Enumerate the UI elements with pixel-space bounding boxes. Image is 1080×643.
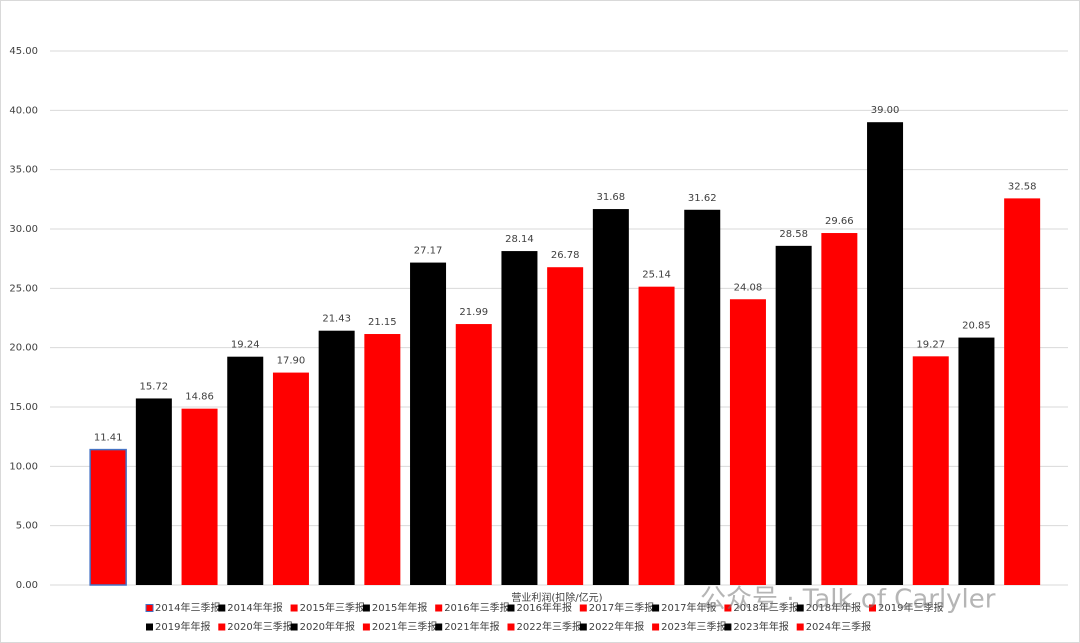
legend-label: 2017年三季报	[589, 601, 654, 614]
y-tick-label: 5.00	[16, 521, 38, 532]
watermark: 公众号 · Talk of Carlyler	[700, 585, 996, 615]
value-label: 27.17	[414, 246, 443, 257]
legend-swatch	[724, 604, 732, 612]
bar	[181, 408, 218, 585]
bar	[318, 330, 355, 585]
legend-swatch	[652, 604, 660, 612]
value-label: 28.14	[505, 234, 534, 245]
value-label: 24.08	[734, 282, 763, 293]
bar	[958, 337, 995, 585]
value-label: 31.62	[688, 193, 717, 204]
bar	[775, 245, 812, 586]
y-tick-label: 10.00	[9, 461, 38, 472]
value-label: 39.00	[871, 105, 900, 116]
value-label: 19.24	[231, 340, 260, 351]
legend-label: 2020年三季报	[227, 620, 292, 633]
legend-swatch	[145, 604, 154, 612]
legend-label: 2018年三季报	[733, 601, 798, 614]
legend-label: 2022年三季报	[517, 620, 582, 633]
value-label: 32.58	[1008, 181, 1037, 192]
value-label: 29.66	[825, 216, 854, 227]
legend-label: 2015年年报	[372, 601, 427, 614]
value-label: 31.68	[597, 192, 626, 203]
legend-label: 2023年年报	[733, 620, 788, 633]
legend-label: 2018年年报	[806, 601, 861, 614]
value-label: 11.41	[94, 433, 123, 444]
legend-label: 2022年年报	[589, 620, 644, 633]
value-label: 19.27	[916, 339, 945, 350]
legend-swatch	[290, 604, 298, 612]
legend-swatch	[507, 604, 515, 612]
bar	[867, 122, 904, 585]
legend-swatch	[146, 623, 153, 631]
legend-swatch	[362, 604, 370, 612]
y-tick-label: 15.00	[9, 402, 38, 413]
bar	[638, 286, 675, 585]
legend-swatch	[652, 623, 660, 631]
value-label: 25.14	[642, 270, 671, 281]
y-tick-label: 40.00	[9, 105, 38, 116]
y-tick-label: 45.00	[9, 46, 38, 57]
value-label: 21.99	[459, 307, 488, 318]
value-label: 15.72	[140, 381, 169, 392]
bar	[364, 334, 401, 585]
legend-label: 2017年年报	[661, 601, 716, 614]
bar	[729, 299, 766, 585]
legend-label: 2015年三季报	[300, 601, 365, 614]
legend-swatch	[724, 623, 732, 631]
legend-swatch	[362, 623, 370, 631]
legend-swatch	[435, 604, 443, 612]
y-tick-label: 35.00	[9, 165, 38, 176]
legend-label: 2020年年报	[300, 620, 355, 633]
y-tick-label: 0.00	[16, 580, 38, 591]
legend-label: 2021年三季报	[372, 620, 437, 633]
legend-swatch	[290, 623, 298, 631]
legend-swatch	[435, 623, 443, 631]
value-label: 28.58	[779, 229, 808, 240]
bar	[272, 372, 309, 585]
y-tick-label: 20.00	[9, 343, 38, 354]
legend-swatch	[579, 604, 587, 612]
x-axis-label: 营业利润(扣除/亿元)	[511, 591, 602, 604]
bar	[501, 251, 538, 585]
y-tick-label: 25.00	[9, 283, 38, 294]
legend-swatch	[869, 604, 876, 612]
legend-swatch	[507, 623, 515, 631]
bar	[547, 267, 584, 585]
bar	[410, 262, 447, 585]
legend-label: 2019年三季报	[878, 601, 943, 614]
legend-swatch	[218, 604, 226, 612]
legend-label: 2016年年报	[517, 601, 572, 614]
legend-label: 2014年三季报	[155, 601, 220, 614]
value-label: 20.85	[962, 321, 991, 332]
legend-swatch	[218, 623, 226, 631]
bar	[912, 356, 949, 585]
value-label: 26.78	[551, 250, 580, 261]
bar	[592, 209, 629, 585]
legend-swatch	[796, 623, 804, 631]
bar	[684, 209, 721, 585]
value-label: 21.15	[368, 317, 397, 328]
legend-label: 2024年三季报	[806, 620, 871, 633]
bar	[821, 233, 858, 585]
bar	[455, 324, 492, 585]
bar	[1004, 198, 1041, 585]
bar	[227, 356, 264, 585]
value-label: 17.90	[277, 356, 306, 367]
bar	[89, 448, 127, 586]
legend-label: 2021年年报	[444, 620, 499, 633]
legend-label: 2019年年报	[155, 620, 210, 633]
y-tick-label: 30.00	[9, 224, 38, 235]
legend-swatch	[796, 604, 804, 612]
legend-label: 2016年三季报	[444, 601, 509, 614]
legend-label: 2023年三季报	[661, 620, 726, 633]
value-label: 14.86	[185, 392, 214, 403]
value-label: 21.43	[322, 314, 351, 325]
legend-label: 2014年年报	[227, 601, 282, 614]
legend-swatch	[579, 623, 587, 631]
bar	[135, 398, 172, 585]
